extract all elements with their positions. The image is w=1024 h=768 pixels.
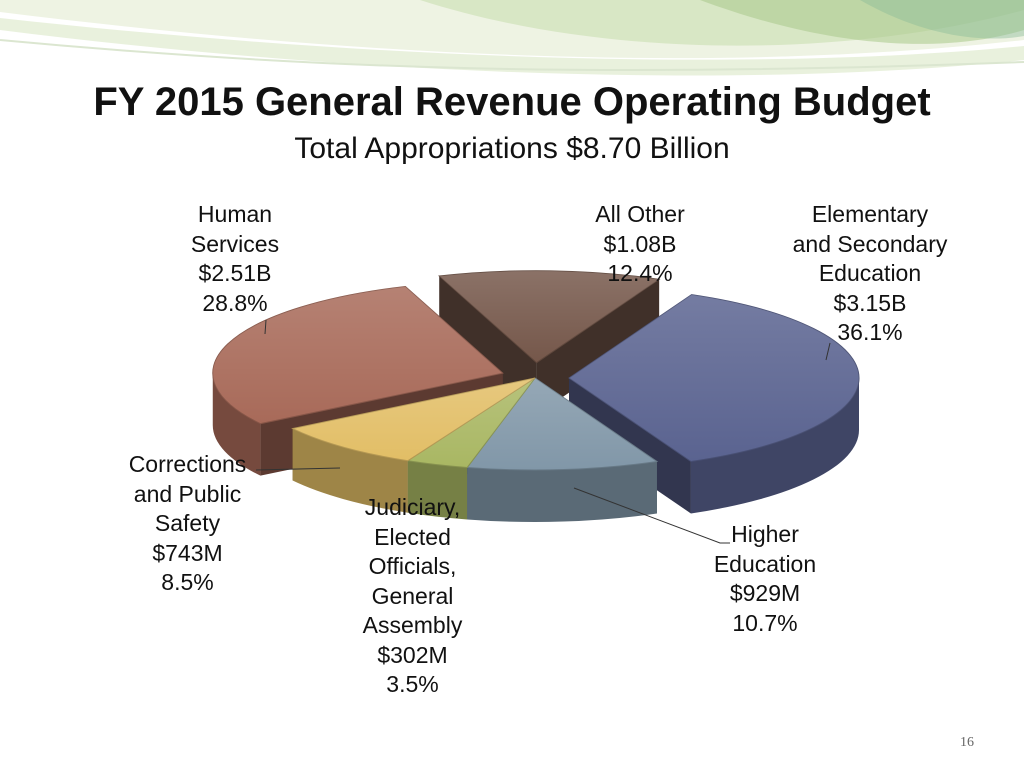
leader-line-elementary xyxy=(825,342,831,361)
page-number: 16 xyxy=(960,735,974,750)
slice-percent: 28.8% xyxy=(202,289,268,316)
slice-amount: $1.08B xyxy=(603,230,677,257)
slice-percent: 12.4% xyxy=(607,260,673,286)
slice-percent: 10.7% xyxy=(732,609,798,636)
slice-label-elementary-secondary: Elementary and Secondary Education $3.15… xyxy=(770,200,970,348)
slice-label-line: Education xyxy=(713,550,817,577)
slice-label-line: General xyxy=(371,582,454,609)
slice-percent: 8.5% xyxy=(161,569,214,595)
slice-percent: 36.1% xyxy=(837,319,903,345)
pie-slice-elementary xyxy=(568,294,860,463)
leader-line-human xyxy=(264,319,267,335)
leader-line-higher xyxy=(573,487,730,544)
slice-label-line: Officials, xyxy=(368,553,457,579)
slice-label-line: Education xyxy=(818,260,922,286)
pie-slice-higher xyxy=(466,377,659,471)
slice-label-line: Judiciary, xyxy=(364,494,461,520)
slice-label-line: Elementary xyxy=(811,201,929,227)
slice-label-line: Corrections xyxy=(128,451,247,477)
slide-subtitle: Total Appropriations $8.70 Billion xyxy=(294,132,730,165)
slice-label-all-other: All Other $1.08B 12.4% xyxy=(565,200,715,289)
slide-title: FY 2015 General Revenue Operating Budget xyxy=(93,80,931,124)
slice-label-line: and Secondary xyxy=(792,230,948,257)
slice-label-line: Assembly xyxy=(362,612,463,638)
leader-line-corrections xyxy=(255,467,341,471)
slice-amount: $3.15B xyxy=(833,289,907,316)
slice-label-line: Elected xyxy=(374,523,451,550)
slice-label-line: Safety xyxy=(154,510,221,536)
pie-slice-corrections xyxy=(291,377,536,462)
slice-label-judiciary: Judiciary, Elected Officials, General As… xyxy=(340,493,485,700)
slice-label-line: and Public xyxy=(133,480,242,507)
slice-percent: 3.5% xyxy=(386,671,439,697)
slice-label-line: Services xyxy=(190,230,280,257)
pie-slice-other xyxy=(438,270,661,364)
slice-label-line: Human xyxy=(197,201,273,227)
slice-label-line: All Other xyxy=(595,201,685,227)
slice-amount: $2.51B xyxy=(198,260,272,286)
pie-slice-human xyxy=(212,285,504,425)
slice-label-line: Higher xyxy=(731,521,799,547)
slice-label-higher-education: Higher Education $929M 10.7% xyxy=(695,520,835,638)
slice-amount: $743M xyxy=(152,539,223,566)
slice-label-human-services: Human Services $2.51B 28.8% xyxy=(160,200,310,318)
pie-slice-side-other xyxy=(439,276,660,415)
slice-amount: $929M xyxy=(729,580,801,606)
decorative-swoosh-banner xyxy=(0,0,1024,76)
slice-label-corrections: Corrections and Public Safety $743M 8.5% xyxy=(110,450,265,598)
slice-amount: $302M xyxy=(377,641,448,668)
